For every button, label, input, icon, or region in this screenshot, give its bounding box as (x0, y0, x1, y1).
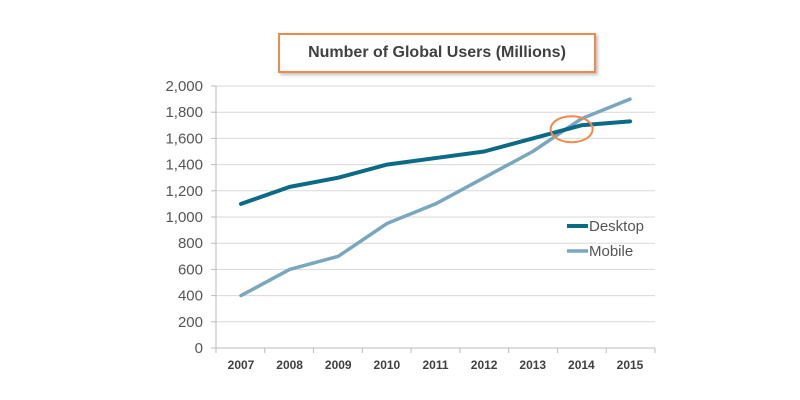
x-tick-label: 2011 (422, 358, 448, 372)
x-axis-ticks: 2007 2008 2009 2010 2011 2012 2013 2014 2015 (215, 348, 656, 372)
x-tick-label: 2007 (228, 358, 255, 372)
legend-label-mobile: Mobile (589, 243, 633, 260)
y-tick-label: 0 (195, 340, 203, 357)
x-tick-label: 2008 (276, 358, 303, 372)
series-line-desktop (239, 119, 632, 206)
x-tick-label: 2009 (325, 358, 352, 372)
legend: Desktop Mobile (567, 218, 644, 260)
crossover-highlight-ellipse (549, 115, 594, 144)
gridlines (216, 85, 655, 349)
x-tick-label: 2010 (374, 358, 401, 372)
y-tick-label: 1,400 (165, 157, 203, 174)
y-tick-label: 600 (178, 261, 203, 278)
y-tick-label: 2,000 (165, 78, 203, 95)
y-tick-label: 1,200 (165, 183, 203, 200)
x-tick-label: 2014 (568, 358, 595, 372)
x-tick-label: 2013 (519, 358, 546, 372)
y-tick-label: 1,000 (165, 209, 203, 226)
y-axis-ticks: 0 200 400 600 800 1,000 1,200 1,400 1,600 1,800 2,… (165, 78, 216, 357)
legend-label-desktop: Desktop (589, 218, 644, 235)
annotations (549, 115, 594, 144)
chart-title: Number of Global Users (Millions) (278, 33, 596, 73)
x-tick-label: 2012 (471, 358, 498, 372)
series-lines (239, 97, 632, 298)
y-tick-label: 800 (178, 235, 203, 252)
x-tick-label: 2015 (617, 358, 644, 372)
y-tick-label: 1,800 (165, 104, 203, 121)
y-tick-label: 200 (178, 314, 203, 331)
y-tick-label: 1,600 (165, 130, 203, 147)
y-tick-label: 400 (178, 288, 203, 305)
